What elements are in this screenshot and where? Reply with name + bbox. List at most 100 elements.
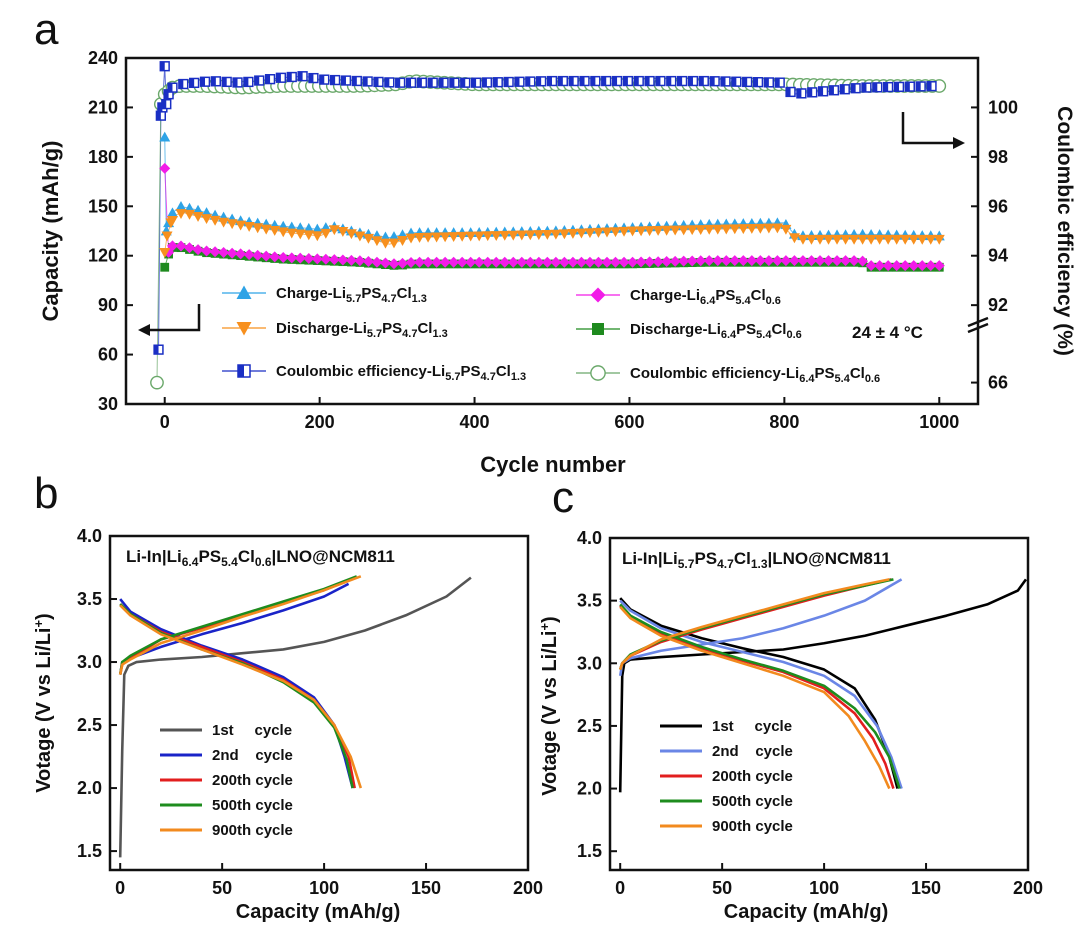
data-point [823, 255, 835, 267]
half-square-fill [580, 76, 585, 86]
data-point [771, 255, 783, 267]
data-point [269, 226, 281, 236]
data-point [492, 77, 503, 88]
data-point [592, 227, 604, 238]
data-point [379, 238, 391, 249]
half-square-fill [243, 77, 249, 87]
data-point [644, 226, 656, 237]
data-point [592, 256, 604, 268]
half-square-fill [645, 76, 650, 86]
data-point [828, 85, 840, 96]
data-point [218, 246, 230, 258]
data-point [541, 229, 553, 240]
half-square-fill [623, 76, 628, 86]
legend-item-dc64: Discharge-Li6.4PS5.4Cl0.6 [576, 321, 802, 341]
y-tick-label: 3.0 [77, 652, 102, 672]
data-point [618, 256, 630, 268]
half-square-fill [601, 76, 607, 86]
half-square-fill [536, 76, 542, 86]
data-point [311, 253, 323, 265]
data-point [166, 207, 178, 218]
data-point [865, 260, 877, 272]
legend-item-cycle-4: 900th cycle [660, 818, 793, 835]
text-run: PS [815, 365, 835, 382]
data-point [252, 223, 264, 234]
data-point [533, 230, 545, 241]
y-tick-label: 3.5 [577, 591, 602, 611]
data-point [456, 256, 468, 268]
text-run: Discharge-Li [276, 320, 367, 337]
data-point [568, 75, 579, 87]
data-point [362, 233, 374, 244]
half-square-fill [862, 83, 867, 92]
half-square-fill [872, 82, 878, 92]
data-point [175, 200, 187, 211]
subscript: 0.6 [865, 373, 880, 385]
legend-item-dc57: Discharge-Li5.7PS4.7Cl1.3 [222, 320, 448, 340]
subscript: 1.3 [751, 557, 768, 571]
text-run: Discharge-Li [630, 321, 721, 338]
half-square-fill [504, 77, 509, 87]
data-point [788, 233, 800, 244]
half-square-fill [894, 82, 899, 92]
half-square-fill [439, 78, 444, 88]
data-point [311, 223, 323, 234]
half-square-fill [471, 78, 477, 88]
text-run: Cl [771, 321, 786, 338]
data-point [465, 231, 477, 242]
subscript: 6.4 [799, 373, 815, 385]
data-point [678, 225, 690, 236]
data-point [226, 247, 238, 259]
half-square-fill [168, 83, 173, 93]
data-point [482, 256, 494, 268]
data-point [438, 77, 449, 88]
half-square-fill [764, 77, 769, 87]
panel-a-ticks: 0 200 400 600 800 1000 30 60 90 120 150 180 210 240 10… [88, 48, 1018, 432]
data-point [712, 255, 724, 267]
subscript: 4.7 [381, 293, 396, 305]
half-square-fill [905, 82, 910, 92]
panel-a-y2-axis-title: Coulombic efficiency (%) [1053, 106, 1076, 356]
data-point [416, 77, 428, 88]
data-point [550, 229, 562, 240]
data-point [817, 86, 829, 97]
data-point [439, 232, 451, 243]
data-point [516, 230, 528, 241]
data-point [297, 71, 308, 82]
data-point [908, 234, 920, 245]
series-cycle-0 [118, 576, 472, 858]
y-tick-label: 60 [98, 345, 118, 365]
legend-marker [236, 322, 252, 336]
half-square-fill [612, 76, 618, 86]
data-point [865, 234, 877, 245]
subscript: 4.7 [481, 371, 496, 383]
data-point [422, 232, 434, 243]
data-point [175, 240, 187, 252]
subscript: 6.4 [182, 555, 199, 569]
data-point [218, 217, 230, 228]
data-point [737, 224, 749, 235]
half-square-fill [276, 73, 281, 83]
data-point [473, 231, 485, 242]
data-point [481, 77, 493, 88]
y-tick-label: 1.5 [77, 841, 102, 861]
half-square-fill [775, 78, 780, 88]
data-point [328, 225, 340, 236]
y-tick-label: 90 [98, 295, 118, 315]
data-point [771, 223, 783, 234]
text-run: Cl [850, 365, 865, 382]
data-point [320, 228, 332, 239]
x-tick-label: 200 [513, 878, 543, 898]
data-point [507, 230, 519, 241]
legend-item-cycle-3: 500th cycle [160, 797, 293, 814]
charge-curve [618, 578, 890, 670]
data-point [405, 77, 417, 88]
data-point [774, 77, 785, 88]
y2-tick-label: 66 [988, 373, 1008, 393]
half-square-fill [265, 74, 271, 84]
data-point [379, 257, 391, 269]
data-point [567, 229, 579, 239]
data-point [661, 225, 673, 236]
data-point [232, 77, 243, 88]
data-point [805, 234, 817, 245]
